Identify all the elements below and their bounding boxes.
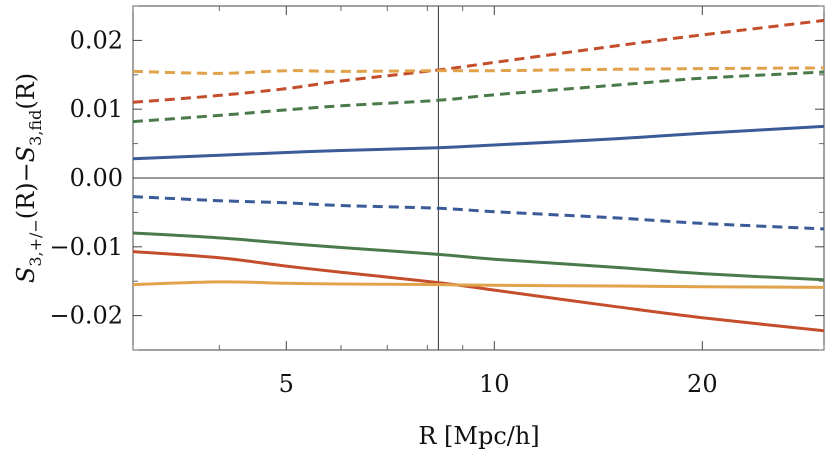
y-axis-title-s1: S xyxy=(12,267,40,283)
x-tick-label: 5 xyxy=(279,370,294,398)
y-tick-label: 0.00 xyxy=(70,164,123,192)
y-axis-title: S3,+/−(R)−S3,fid(R) xyxy=(12,73,45,283)
tick-labels: 5 10 20 0.02 0.01 0.00 −0.01 −0.02 xyxy=(49,26,717,398)
y-tick-label: 0.01 xyxy=(70,95,123,123)
series-line-6-solid xyxy=(132,231,825,282)
series-line-3-dashed xyxy=(132,70,825,124)
y-axis-title-mid: (R)− xyxy=(12,162,40,219)
series-line-8-solid xyxy=(132,280,825,289)
y-tick-label: −0.02 xyxy=(49,302,123,330)
series-line-1-dashed xyxy=(132,18,825,104)
y-axis-title-end: (R) xyxy=(12,73,40,110)
ticks xyxy=(132,5,825,351)
series-group xyxy=(132,18,825,333)
x-tick-label: 10 xyxy=(479,370,510,398)
y-tick-label: 0.02 xyxy=(70,26,123,54)
series-line-7-solid xyxy=(132,250,825,333)
series-line-4-solid xyxy=(132,124,825,161)
y-axis-title-s2: S xyxy=(12,146,40,162)
series-line-5-dashed xyxy=(132,195,825,231)
y-axis-title-sub1: 3,+/− xyxy=(26,219,45,266)
x-tick-label: 20 xyxy=(687,370,718,398)
series-line-2-dashed xyxy=(132,66,825,75)
y-tick-label: −0.01 xyxy=(49,233,123,261)
x-axis-title: R [Mpc/h] xyxy=(418,422,539,450)
reference-lines xyxy=(133,6,824,350)
y-axis-title-sub2: 3,fid xyxy=(26,110,45,146)
